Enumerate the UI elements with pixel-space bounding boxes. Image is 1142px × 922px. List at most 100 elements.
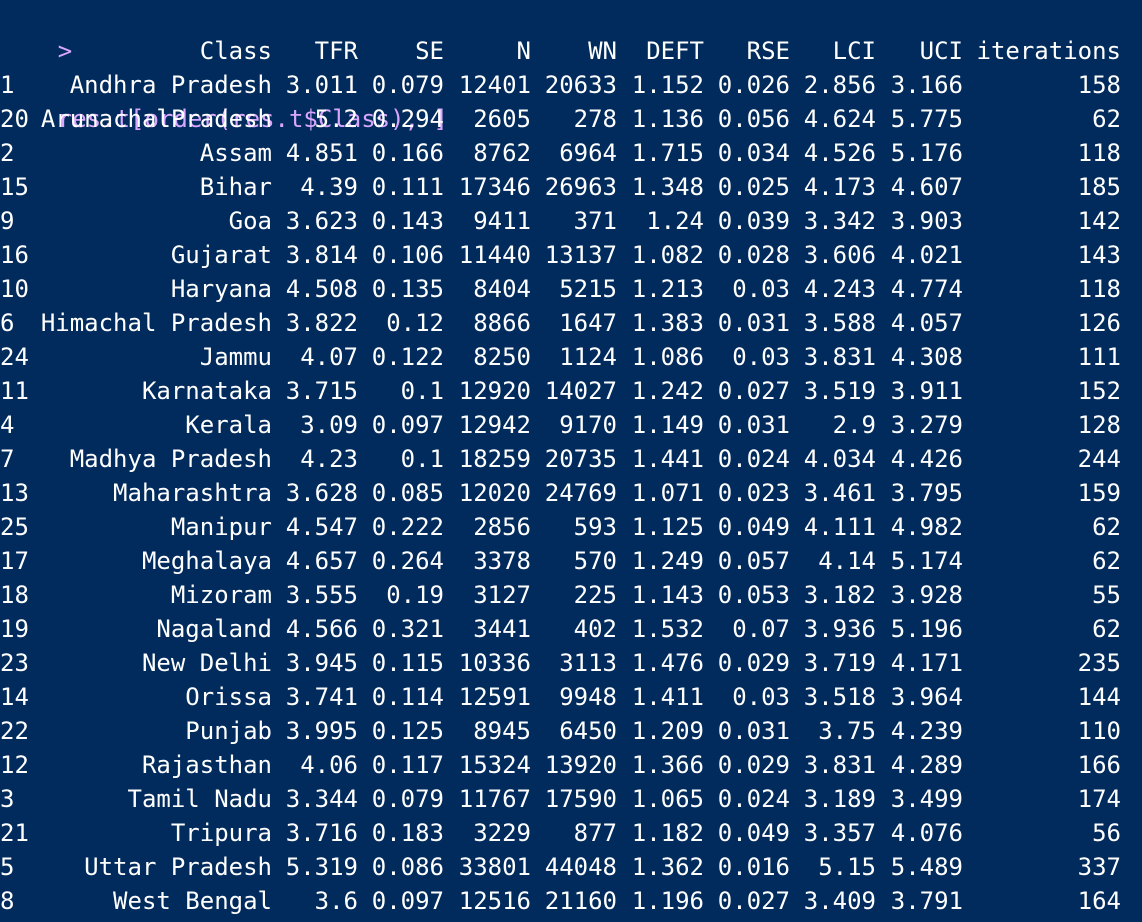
column-header-n: N (516, 37, 531, 65)
cell-uci: 3.791 (890, 887, 963, 915)
cell-tfr: 3.6 (314, 887, 358, 915)
cell-wn: 877 (573, 819, 617, 847)
cell-iterations: 159 (1077, 479, 1121, 507)
cell-class: Tripura (170, 819, 272, 847)
cell-rse: 0.031 (717, 309, 790, 337)
cell-uci: 5.196 (890, 615, 963, 643)
cell-iterations: 244 (1077, 445, 1121, 473)
cell-n: 33801 (458, 853, 531, 881)
cell-tfr: 3.741 (285, 683, 358, 711)
row-name: 18 (0, 581, 29, 609)
table-row: 18 Mizoram 3.555 0.19 3127 225 1.143 0.053 3.182… (0, 578, 1142, 612)
cell-n: 15324 (458, 751, 531, 779)
cell-tfr: 3.716 (285, 819, 358, 847)
cell-class: Goa (228, 207, 272, 235)
cell-lci: 4.034 (803, 445, 876, 473)
cell-n: 8945 (473, 717, 531, 745)
cell-n: 8762 (473, 139, 531, 167)
cell-iterations: 174 (1077, 785, 1121, 813)
cell-deft: 1.196 (631, 887, 704, 915)
cell-lci: 3.357 (803, 819, 876, 847)
cell-uci: 3.166 (890, 71, 963, 99)
cell-rse: 0.024 (717, 445, 790, 473)
cell-rse: 0.016 (717, 853, 790, 881)
cell-tfr: 4.657 (285, 547, 358, 575)
cell-wn: 402 (573, 615, 617, 643)
cell-uci: 4.239 (890, 717, 963, 745)
cell-wn: 6450 (559, 717, 617, 745)
cell-se: 0.294 (371, 105, 444, 133)
cell-iterations: 56 (1092, 819, 1121, 847)
row-name: 14 (0, 683, 29, 711)
cell-tfr: 3.814 (285, 241, 358, 269)
cell-wn: 278 (573, 105, 617, 133)
cell-rse: 0.03 (732, 275, 790, 303)
cell-iterations: 55 (1092, 581, 1121, 609)
row-name: 13 (0, 479, 29, 507)
table-row: 7 Madhya Pradesh 4.23 0.1 18259 20735 1.441 0.0… (0, 442, 1142, 476)
cell-se: 0.19 (386, 581, 444, 609)
row-name: 5 (0, 853, 15, 881)
table-row: 22 Punjab 3.995 0.125 8945 6450 1.209 0.031 3.75… (0, 714, 1142, 748)
cell-deft: 1.441 (631, 445, 704, 473)
row-name: 12 (0, 751, 29, 779)
cell-uci: 4.982 (890, 513, 963, 541)
table-row: 16 Gujarat 3.814 0.106 11440 13137 1.082 0.028 3… (0, 238, 1142, 272)
cell-tfr: 3.995 (285, 717, 358, 745)
column-header-uci: UCI (919, 37, 963, 65)
row-name: 7 (0, 445, 15, 473)
table-row: 6 Himachal Pradesh 3.822 0.12 8866 1647 1.383 0… (0, 306, 1142, 340)
table-row: 21 Tripura 3.716 0.183 3229 877 1.182 0.049 3.35… (0, 816, 1142, 850)
cell-uci: 4.426 (890, 445, 963, 473)
column-header-lci: LCI (832, 37, 876, 65)
cell-se: 0.111 (371, 173, 444, 201)
cell-wn: 9948 (559, 683, 617, 711)
cell-n: 10336 (458, 649, 531, 677)
row-name: 2 (0, 139, 15, 167)
cell-class: Kerala (185, 411, 272, 439)
cell-n: 3441 (473, 615, 531, 643)
cell-tfr: 4.547 (285, 513, 358, 541)
column-header-deft: DEFT (646, 37, 704, 65)
cell-tfr: 3.344 (285, 785, 358, 813)
cell-uci: 3.279 (890, 411, 963, 439)
cell-tfr: 4.566 (285, 615, 358, 643)
table-row: 17 Meghalaya 4.657 0.264 3378 570 1.249 0.057 4.… (0, 544, 1142, 578)
command-text: res.t[order(res.t$Class), ] (57, 105, 448, 133)
cell-iterations: 143 (1077, 241, 1121, 269)
cell-deft: 1.152 (631, 71, 704, 99)
cell-uci: 4.057 (890, 309, 963, 337)
cell-class: ArunachalPradesh (40, 105, 272, 133)
cell-iterations: 337 (1077, 853, 1121, 881)
cell-uci: 3.499 (890, 785, 963, 813)
cell-uci: 5.176 (890, 139, 963, 167)
cell-lci: 4.173 (803, 173, 876, 201)
cell-deft: 1.182 (631, 819, 704, 847)
cell-lci: 4.243 (803, 275, 876, 303)
cell-n: 12920 (458, 377, 531, 405)
cell-lci: 3.518 (803, 683, 876, 711)
table-row: 10 Haryana 4.508 0.135 8404 5215 1.213 0.03 4.24… (0, 272, 1142, 306)
cell-rse: 0.053 (717, 581, 790, 609)
cell-tfr: 3.09 (300, 411, 358, 439)
cell-rse: 0.024 (717, 785, 790, 813)
table-row: 12 Rajasthan 4.06 0.117 15324 13920 1.366 0.029… (0, 748, 1142, 782)
cell-n: 9411 (473, 207, 531, 235)
cell-se: 0.166 (371, 139, 444, 167)
cell-tfr: 4.06 (300, 751, 358, 779)
cell-rse: 0.03 (732, 343, 790, 371)
cell-tfr: 4.07 (300, 343, 358, 371)
cell-n: 3378 (473, 547, 531, 575)
cell-lci: 3.519 (803, 377, 876, 405)
cell-lci: 5.15 (818, 853, 876, 881)
row-name: 15 (0, 173, 29, 201)
column-header-wn: WN (588, 37, 617, 65)
cell-class: Jammu (199, 343, 272, 371)
cell-iterations: 126 (1077, 309, 1121, 337)
cell-deft: 1.362 (631, 853, 704, 881)
cell-rse: 0.029 (717, 649, 790, 677)
cell-iterations: 62 (1092, 615, 1121, 643)
cell-iterations: 62 (1092, 513, 1121, 541)
cell-deft: 1.366 (631, 751, 704, 779)
